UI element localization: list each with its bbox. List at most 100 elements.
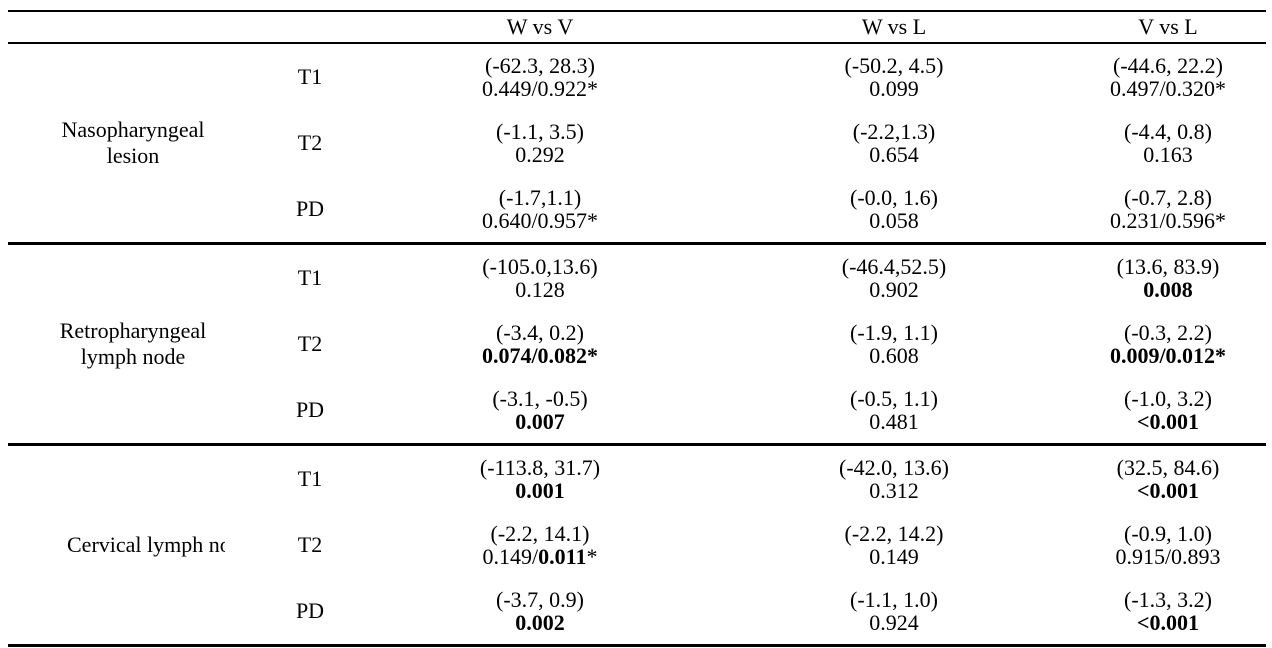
p-value-significant: 0.001 xyxy=(515,478,565,503)
p-value-significant: 0.074/0.082* xyxy=(481,343,599,368)
p-value: 0.497/0.320* xyxy=(1110,77,1226,100)
p-value: 0.149 xyxy=(869,545,919,568)
p-value: 0.007 xyxy=(515,410,565,433)
p-value-significant: <0.001 xyxy=(1136,478,1200,503)
group-label-line: Nasopharyngeal xyxy=(61,117,205,142)
data-cell: (-1.1, 1.0) 0.924 xyxy=(718,578,1070,644)
table-group: Retropharyngeal lymph node T1 (-105.0,13.6)… xyxy=(8,245,1266,446)
p-value: 0.481 xyxy=(869,410,919,433)
p-value: 0.312 xyxy=(869,479,919,502)
p-value: 0.001 xyxy=(515,479,565,502)
p-value: 0.002 xyxy=(515,611,565,634)
p-value: 0.608 xyxy=(869,344,919,367)
p-value: <0.001 xyxy=(1137,410,1199,433)
table-row: PD (-1.7,1.1) 0.640/0.957* (-0.0, 1.6) 0.058… xyxy=(258,176,1266,242)
p-value: 0.163 xyxy=(1143,143,1193,166)
p-value-segment: 0.654 xyxy=(869,142,919,167)
data-cell: (-62.3, 28.3) 0.449/0.922* xyxy=(362,44,718,110)
row-sequence-label: T2 xyxy=(297,331,323,356)
p-value: 0.058 xyxy=(869,209,919,232)
group-rows: T1 (-105.0,13.6) 0.128 (-46.4,52.5) 0.902 (13… xyxy=(258,245,1266,443)
group-label-line: lymph node xyxy=(80,344,186,369)
p-value-significant: 0.008 xyxy=(1143,277,1193,302)
confidence-interval: (-1.0, 3.2) xyxy=(1124,386,1212,411)
group-label: Retropharyngeal lymph node xyxy=(8,245,258,443)
data-cell: (-1.7,1.1) 0.640/0.957* xyxy=(362,176,718,242)
p-value-segment: 0.924 xyxy=(869,610,919,635)
p-value-segment: 0.449/0.922* xyxy=(481,76,599,101)
group-rows: T1 (-113.8, 31.7) 0.001 (-42.0, 13.6) 0.312(… xyxy=(258,446,1266,644)
p-value-segment: * xyxy=(586,544,598,569)
p-value: 0.924 xyxy=(869,611,919,634)
data-cell: (-113.8, 31.7) 0.001 xyxy=(362,446,718,512)
row-sequence-label: PD xyxy=(295,397,325,422)
data-cell: (-2.2, 14.1) 0.149/0.011* xyxy=(362,512,718,578)
data-cell: (-46.4,52.5) 0.902 xyxy=(718,245,1070,311)
row-sequence-label: T1 xyxy=(297,64,323,89)
p-value-segment: 0.292 xyxy=(515,142,565,167)
p-value: 0.654 xyxy=(869,143,919,166)
table-row: T1 (-113.8, 31.7) 0.001 (-42.0, 13.6) 0.312(… xyxy=(258,446,1266,512)
p-value: 0.099 xyxy=(869,77,919,100)
confidence-interval: (-3.7, 0.9) xyxy=(496,587,584,612)
confidence-interval: (-105.0,13.6) xyxy=(482,254,598,279)
data-cell: (-1.3, 3.2) <0.001 xyxy=(1070,578,1266,644)
group-label: Nasopharyngeal lesion xyxy=(8,44,258,242)
p-value-segment: 0.915/0.893 xyxy=(1115,544,1221,569)
confidence-interval: (13.6, 83.9) xyxy=(1116,254,1220,279)
confidence-interval: (-1.3, 3.2) xyxy=(1124,587,1212,612)
p-value-segment: 0.231/0.596* xyxy=(1109,208,1227,233)
confidence-interval: (-1.1, 3.5) xyxy=(496,119,584,144)
table-group: Cervical lymph no T1 (-113.8, 31.7) 0.001 (-… xyxy=(8,446,1266,647)
confidence-interval: (-0.3, 2.2) xyxy=(1124,320,1212,345)
p-value: 0.292 xyxy=(515,143,565,166)
data-cell: (-1.0, 3.2) <0.001 xyxy=(1070,377,1266,443)
table-body: Nasopharyngeal lesion T1 (-62.3, 28.3) 0.449… xyxy=(8,44,1266,647)
data-cell: (32.5, 84.6) <0.001 xyxy=(1070,446,1266,512)
p-value: <0.001 xyxy=(1137,611,1199,634)
confidence-interval: (-0.5, 1.1) xyxy=(850,386,938,411)
p-value: 0.149/0.011* xyxy=(483,545,598,568)
data-cell: (-1.9, 1.1) 0.608 xyxy=(718,311,1070,377)
p-value-significant: 0.002 xyxy=(515,610,565,635)
data-cell: (-42.0, 13.6) 0.312 xyxy=(718,446,1070,512)
p-value-segment: 0.149/ xyxy=(482,544,539,569)
confidence-interval: (-44.6, 22.2) xyxy=(1113,53,1223,78)
p-value-segment: 0.640/0.957* xyxy=(481,208,599,233)
p-value: <0.001 xyxy=(1137,479,1199,502)
column-header-w-vs-v: W vs V xyxy=(506,14,574,39)
group-label-line: lesion xyxy=(106,143,160,168)
confidence-interval: (-42.0, 13.6) xyxy=(839,455,949,480)
column-header-v-vs-l: V vs L xyxy=(1138,14,1198,39)
confidence-interval: (-3.4, 0.2) xyxy=(496,320,584,345)
p-value-segment: 0.497/0.320* xyxy=(1109,76,1227,101)
row-sequence-label: PD xyxy=(295,196,325,221)
confidence-interval: (-0.0, 1.6) xyxy=(850,185,938,210)
p-value-segment: 0.902 xyxy=(869,277,919,302)
p-value: 0.640/0.957* xyxy=(482,209,598,232)
p-value: 0.449/0.922* xyxy=(482,77,598,100)
group-label-line: Retropharyngeal xyxy=(59,318,207,343)
row-sequence-label: T2 xyxy=(297,532,323,557)
p-value: 0.231/0.596* xyxy=(1110,209,1226,232)
p-value-significant: 0.007 xyxy=(515,409,565,434)
data-cell: (-2.2,1.3) 0.654 xyxy=(718,110,1070,176)
table-row: T2 (-3.4, 0.2) 0.074/0.082* (-1.9, 1.1) 0.60… xyxy=(258,311,1266,377)
data-cell: (-105.0,13.6) 0.128 xyxy=(362,245,718,311)
row-sequence-label: T1 xyxy=(297,265,323,290)
p-value-significant: <0.001 xyxy=(1136,409,1200,434)
p-value: 0.902 xyxy=(869,278,919,301)
table-row: T1 (-105.0,13.6) 0.128 (-46.4,52.5) 0.902 (13… xyxy=(258,245,1266,311)
confidence-interval: (-0.9, 1.0) xyxy=(1124,521,1212,546)
p-value: 0.128 xyxy=(515,278,565,301)
data-cell: (-1.1, 3.5) 0.292 xyxy=(362,110,718,176)
table-row: PD (-3.1, -0.5) 0.007 (-0.5, 1.1) 0.481 (-1.0… xyxy=(258,377,1266,443)
data-cell: (-3.7, 0.9) 0.002 xyxy=(362,578,718,644)
data-cell: (-0.7, 2.8) 0.231/0.596* xyxy=(1070,176,1266,242)
group-label: Cervical lymph no xyxy=(8,446,258,644)
table-group: Nasopharyngeal lesion T1 (-62.3, 28.3) 0.449… xyxy=(8,44,1266,245)
data-cell: (-0.0, 1.6) 0.058 xyxy=(718,176,1070,242)
p-value-segment: 0.608 xyxy=(869,343,919,368)
confidence-interval: (-62.3, 28.3) xyxy=(485,53,595,78)
data-cell: (-50.2, 4.5) 0.099 xyxy=(718,44,1070,110)
